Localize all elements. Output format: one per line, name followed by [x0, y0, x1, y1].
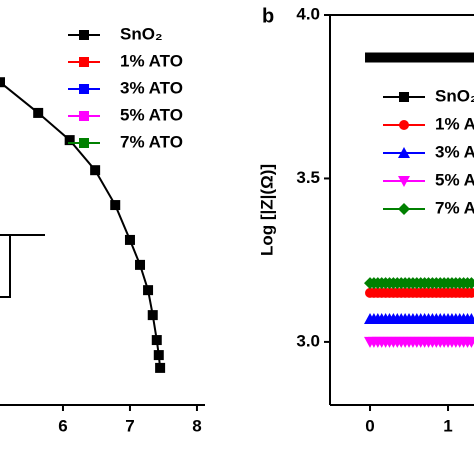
marker	[110, 200, 121, 211]
legend-marker	[79, 138, 89, 148]
marker	[151, 335, 162, 346]
marker	[124, 234, 135, 245]
legend-label: 1% ATO	[120, 51, 183, 70]
inset-wire	[0, 235, 11, 298]
legend-marker	[399, 92, 409, 102]
circuit-inset	[0, 234, 45, 298]
marker	[33, 107, 44, 118]
y-tick-label: 3.0	[296, 331, 320, 350]
marker	[466, 287, 474, 298]
y-tick-label: 4.0	[296, 4, 320, 23]
marker	[135, 259, 146, 270]
x-tick-label: 7	[125, 416, 134, 435]
x-tick-label: 6	[58, 416, 67, 435]
legend-marker	[398, 147, 410, 158]
marker	[0, 77, 5, 88]
legend-label: 5% ATO	[435, 170, 474, 189]
legend-label: 7% ATO	[120, 132, 183, 151]
x-tick-label: 0	[365, 416, 374, 435]
legend-marker	[398, 176, 410, 187]
legend-marker	[79, 57, 89, 67]
x-tick-label: 8	[192, 416, 201, 435]
legend-marker	[399, 120, 409, 130]
marker	[143, 285, 154, 296]
marker	[466, 52, 474, 63]
y-axis-label: Log [|Z|(Ω)]	[257, 164, 276, 256]
legend-marker	[398, 203, 410, 215]
marker	[465, 313, 474, 325]
legend-label: 5% ATO	[120, 105, 183, 124]
legend-label: 3% ATO	[120, 78, 183, 97]
legend-label: SnO₂	[435, 86, 474, 105]
marker	[465, 277, 474, 290]
legend-marker	[79, 111, 89, 121]
x-tick-label: 1	[443, 416, 452, 435]
legend-label: 7% ATO	[435, 198, 474, 217]
marker	[465, 336, 474, 348]
legend-label: SnO₂	[120, 24, 163, 43]
series-line	[0, 81, 162, 368]
marker	[147, 310, 158, 321]
legend-marker	[79, 84, 89, 94]
legend-label: 3% ATO	[435, 142, 474, 161]
marker	[90, 165, 101, 176]
legend-label: 1% ATO	[435, 114, 474, 133]
panel-label: b	[262, 5, 274, 27]
legend-marker	[79, 30, 89, 40]
marker	[155, 362, 166, 373]
y-tick-label: 3.5	[296, 168, 320, 187]
marker	[153, 350, 164, 361]
